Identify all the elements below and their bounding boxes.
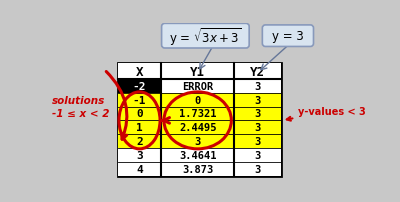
Text: 3.4641: 3.4641 xyxy=(179,150,216,160)
Text: y-values < 3: y-values < 3 xyxy=(287,107,366,121)
Text: 1: 1 xyxy=(136,123,143,133)
Bar xyxy=(118,64,281,176)
Text: Y2: Y2 xyxy=(250,65,265,78)
Text: -1 ≤ x < 2: -1 ≤ x < 2 xyxy=(52,109,110,119)
Text: 4: 4 xyxy=(136,164,143,174)
Text: 3: 3 xyxy=(254,150,261,160)
Text: 3: 3 xyxy=(254,164,261,174)
Text: y = 3: y = 3 xyxy=(272,30,304,43)
Text: 3: 3 xyxy=(136,150,143,160)
Bar xyxy=(118,79,281,93)
Text: 2: 2 xyxy=(136,137,143,146)
Text: 3.873: 3.873 xyxy=(182,164,213,174)
Text: 3: 3 xyxy=(254,123,261,133)
Text: Y1: Y1 xyxy=(190,65,205,78)
Bar xyxy=(118,162,281,176)
FancyBboxPatch shape xyxy=(262,26,314,47)
Text: -2: -2 xyxy=(133,81,146,91)
Bar xyxy=(118,93,281,107)
Text: X: X xyxy=(136,65,143,78)
Text: -1: -1 xyxy=(133,95,146,105)
Text: 3: 3 xyxy=(254,109,261,119)
FancyBboxPatch shape xyxy=(162,24,249,49)
Text: solutions: solutions xyxy=(52,95,106,105)
Bar xyxy=(118,121,281,135)
Bar xyxy=(118,107,281,121)
Text: 1.7321: 1.7321 xyxy=(179,109,216,119)
Text: y = $\sqrt{3x+3}$: y = $\sqrt{3x+3}$ xyxy=(169,26,242,47)
Text: 3: 3 xyxy=(254,81,261,91)
Text: 3: 3 xyxy=(254,95,261,105)
Text: 3: 3 xyxy=(254,137,261,146)
Text: 3: 3 xyxy=(194,137,201,146)
Bar xyxy=(118,135,281,148)
Bar xyxy=(118,79,161,93)
Text: 2.4495: 2.4495 xyxy=(179,123,216,133)
Text: 0: 0 xyxy=(194,95,201,105)
Text: 0: 0 xyxy=(136,109,143,119)
Bar xyxy=(118,148,281,162)
Bar xyxy=(118,64,281,79)
Text: ERROR: ERROR xyxy=(182,81,213,91)
